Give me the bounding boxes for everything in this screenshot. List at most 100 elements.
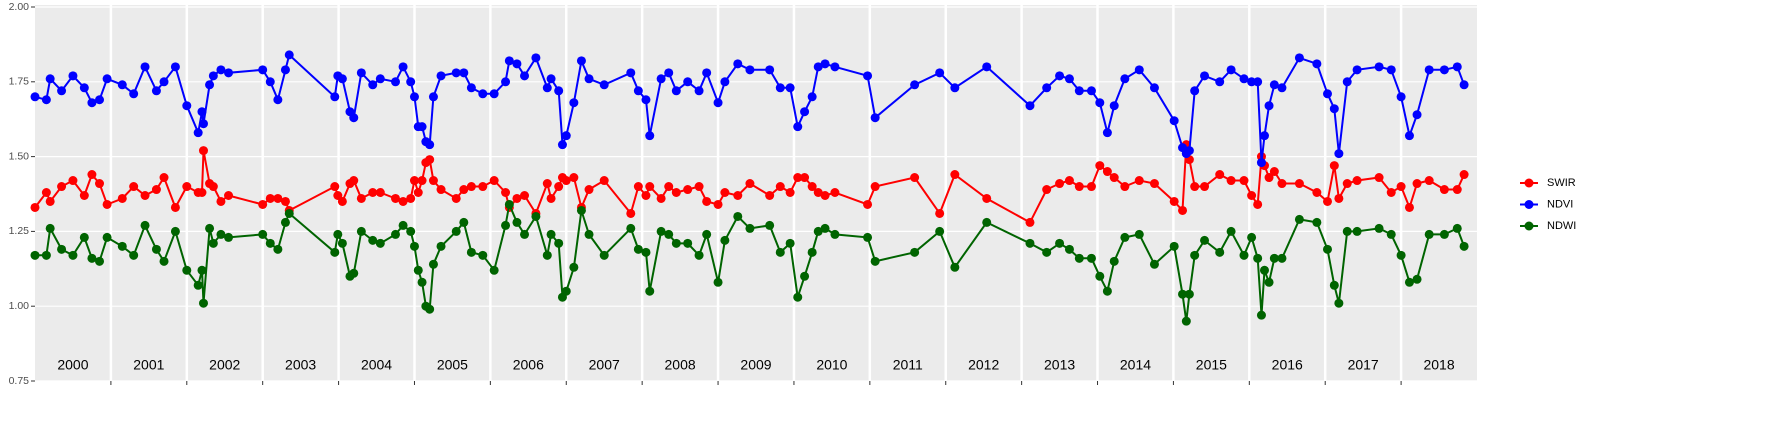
point (1404, 131, 1414, 141)
point (1386, 65, 1396, 75)
point (1277, 83, 1287, 93)
point (1386, 188, 1396, 198)
point (633, 244, 643, 254)
point (531, 53, 541, 63)
point (1294, 214, 1304, 224)
point (713, 98, 723, 108)
point (1352, 176, 1362, 186)
point (265, 193, 275, 203)
point (356, 68, 366, 78)
legend-label: SWIR (1547, 177, 1576, 189)
point (129, 182, 139, 192)
point (425, 304, 435, 314)
point (1259, 265, 1269, 275)
point (337, 74, 347, 84)
point (368, 235, 378, 245)
point (182, 265, 192, 275)
point (1247, 190, 1257, 200)
point (1190, 86, 1200, 96)
point (1322, 244, 1332, 254)
point (1452, 185, 1462, 195)
point (368, 188, 378, 198)
point (41, 188, 51, 198)
point (935, 68, 945, 78)
year-label: 2010 (816, 357, 847, 373)
year-label: 2000 (57, 357, 88, 373)
point (159, 256, 169, 266)
point (273, 244, 283, 254)
point (459, 68, 469, 78)
point (501, 188, 511, 198)
point (1404, 277, 1414, 287)
point (182, 182, 192, 192)
point (785, 83, 795, 93)
point (576, 205, 586, 215)
point (982, 62, 992, 72)
point (664, 182, 674, 192)
point (1064, 244, 1074, 254)
point (258, 229, 268, 239)
point (870, 113, 880, 123)
point (330, 247, 340, 257)
point (765, 220, 775, 230)
y-tick-label: 1.25 (9, 225, 30, 237)
point (489, 89, 499, 99)
point (284, 50, 294, 60)
point (45, 223, 55, 233)
point (356, 226, 366, 236)
point (1264, 173, 1274, 183)
point (198, 298, 208, 308)
point (45, 74, 55, 84)
point (1109, 173, 1119, 183)
y-tick-label: 1.50 (9, 150, 30, 162)
point (216, 196, 226, 206)
legend-label: NDWI (1547, 220, 1576, 232)
point (512, 59, 522, 69)
point (807, 182, 817, 192)
point (807, 92, 817, 102)
point (102, 74, 112, 84)
point (41, 250, 51, 260)
point (599, 80, 609, 90)
point (569, 262, 579, 272)
point (775, 182, 785, 192)
point (569, 98, 579, 108)
point (702, 68, 712, 78)
point (398, 62, 408, 72)
point (417, 122, 427, 132)
point (1064, 74, 1074, 84)
point (375, 188, 385, 198)
point (745, 179, 755, 189)
point (599, 250, 609, 260)
point (1253, 199, 1263, 209)
plot-background (35, 5, 1477, 381)
point (478, 182, 488, 192)
point (1424, 176, 1434, 186)
point (406, 226, 416, 236)
point (79, 190, 89, 200)
point (935, 208, 945, 218)
point (451, 193, 461, 203)
point (633, 182, 643, 192)
point (813, 188, 823, 198)
point (1095, 98, 1105, 108)
point (1439, 229, 1449, 239)
point (1459, 80, 1469, 90)
point (87, 253, 97, 263)
point (1074, 86, 1084, 96)
point (368, 80, 378, 90)
point (1374, 223, 1384, 233)
point (265, 77, 275, 87)
point (982, 193, 992, 203)
point (140, 62, 150, 72)
point (1149, 179, 1159, 189)
point (950, 83, 960, 93)
point (1086, 86, 1096, 96)
point (950, 170, 960, 180)
point (1396, 250, 1406, 260)
point (1086, 182, 1096, 192)
point (1412, 179, 1422, 189)
point (30, 250, 40, 260)
series (30, 199, 1469, 326)
legend-key-point (1524, 178, 1534, 188)
